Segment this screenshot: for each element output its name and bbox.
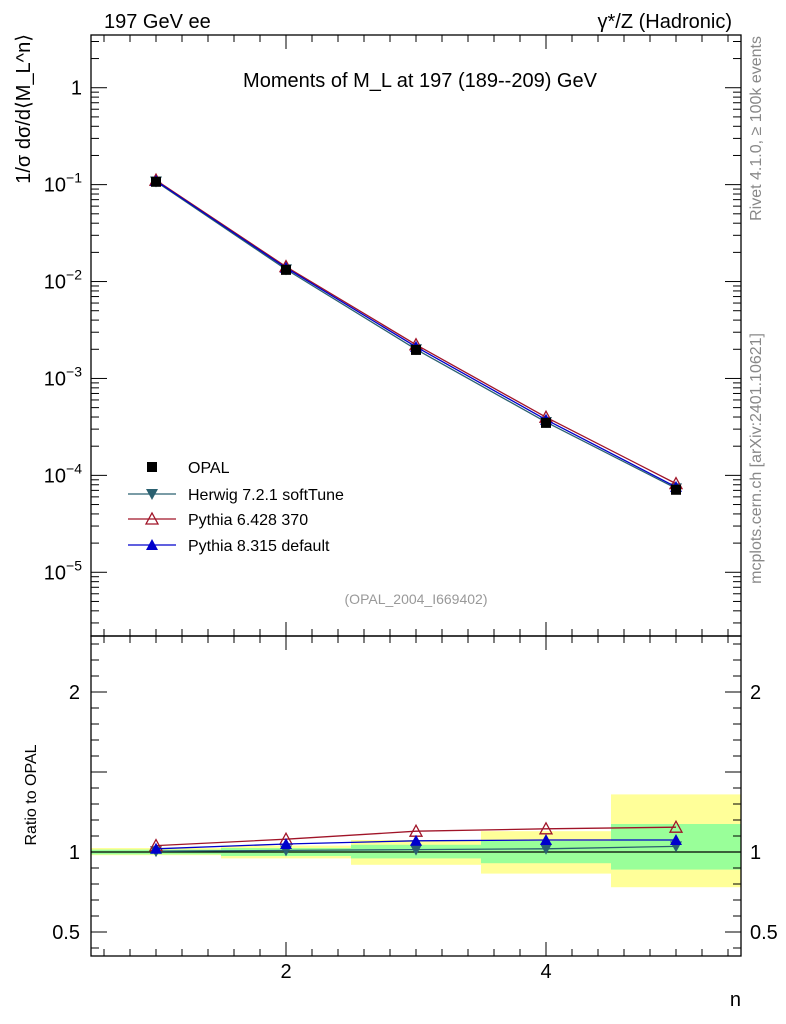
ratio-point-1 xyxy=(668,819,684,833)
mcplots-source-label: mcplots.cern.ch [arXiv:2401.10621] xyxy=(748,333,765,584)
ratio-y-tick-label-left: 0.5 xyxy=(52,922,80,944)
analysis-id-label: (OPAL_2004_I669402) xyxy=(345,591,488,607)
y-tick-label: 10−4 xyxy=(44,460,82,487)
x-tick-label: 2 xyxy=(280,961,291,983)
chart-title: Moments of M_L at 197 (189--209) GeV xyxy=(243,70,598,92)
y-tick-label: 10−2 xyxy=(44,267,82,294)
ratio-line-1 xyxy=(155,826,677,847)
ratio-y-tick-label-right: 2 xyxy=(750,682,761,704)
series-line-0 xyxy=(155,181,677,489)
y-tick-label: 1 xyxy=(71,78,82,100)
series-line-1 xyxy=(155,179,677,485)
rivet-version-label: Rivet 4.1.0, ≥ 100k events xyxy=(748,36,765,221)
data-point xyxy=(541,417,551,428)
ratio-point-1 xyxy=(538,821,554,835)
ratio-frame xyxy=(90,635,742,957)
ratio-point-2 xyxy=(150,842,162,854)
ratio-y-tick-label-left: 2 xyxy=(69,682,80,704)
ratio-point-0 xyxy=(540,843,552,855)
ratio-y-axis-label: Ratio to OPAL xyxy=(23,744,40,845)
legend-marker-1 xyxy=(144,511,160,525)
ratio-point-2 xyxy=(540,834,552,845)
ratio-y-tick-label-right: 0.5 xyxy=(750,922,778,944)
ratio-panel: 2 4 n 0.5 0.5 1 1 2 2 Ratio to OPAL xyxy=(23,635,778,1011)
legend-label-0: Herwig 7.2.1 softTune xyxy=(188,487,344,504)
ratio-y-tick-label-left: 1 xyxy=(69,842,80,864)
series-line-2 xyxy=(155,180,677,488)
x-tick-label: 4 xyxy=(540,961,551,983)
legend-marker-2 xyxy=(146,539,158,550)
ratio-y-tick-label-right: 1 xyxy=(750,842,761,864)
data-point xyxy=(411,344,421,355)
y-tick-label: 10−1 xyxy=(44,170,82,197)
data-point xyxy=(151,176,161,187)
y-tick-label: 10−5 xyxy=(44,557,82,584)
legend-marker-0 xyxy=(146,489,158,500)
data-point xyxy=(281,264,291,275)
ratio-point-2 xyxy=(280,838,292,849)
legend-label-1: Pythia 6.428 370 xyxy=(188,512,308,529)
legend-marker-data xyxy=(147,462,157,472)
legend-label-2: Pythia 8.315 default xyxy=(188,538,330,555)
data-point xyxy=(671,484,681,495)
header-left-label: 197 GeV ee xyxy=(104,11,211,33)
ratio-point-0 xyxy=(410,844,422,856)
ratio-point-2 xyxy=(670,834,682,845)
ratio-point-2 xyxy=(410,834,422,846)
y-tick-label: 10−3 xyxy=(44,363,82,390)
legend-label-data: OPAL xyxy=(188,460,230,477)
main-panel: 1 10−1 10−2 10−3 10−4 10−5 1/σ dσ/d⟨M_L^n⟩ Mome… xyxy=(13,34,742,956)
x-axis-label: n xyxy=(730,989,741,1011)
header-right-label: γ*/Z (Hadronic) xyxy=(598,11,732,33)
y-axis-label: 1/σ dσ/d⟨M_L^n⟩ xyxy=(13,34,35,184)
